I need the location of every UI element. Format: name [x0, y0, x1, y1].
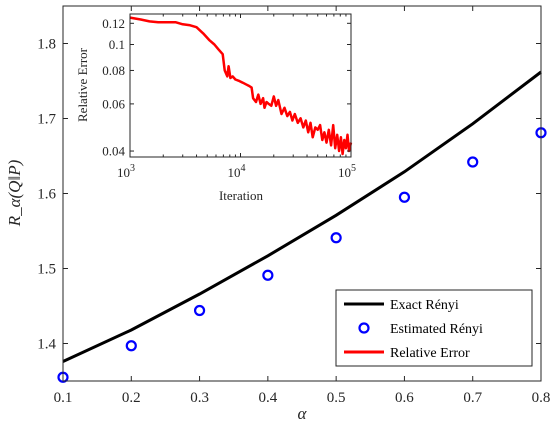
relative-error-line: [129, 16, 353, 156]
inset-y-tick-label: 0.08: [102, 63, 125, 78]
inset-y-tick-label: 0.1: [109, 37, 125, 52]
estimated-renyi-point: [467, 156, 479, 168]
main-plot: 0.1 0.2 0.3 0.4 0.5 0.6 0.7 0.81.41.51.61.71.8 …: [5, 5, 551, 423]
main-y-tick-label: 1.4: [37, 337, 56, 353]
main-x-tick-label: 0.6: [395, 390, 414, 406]
legend-swatch-estimated: [358, 322, 370, 334]
estimated-renyi-point: [262, 269, 274, 281]
main-x-tick-label: 0.1: [54, 390, 73, 406]
main-y-tick-label: 1.6: [37, 187, 56, 203]
main-x-tick-label: 0.5: [327, 390, 346, 406]
estimated-renyi-point: [125, 340, 137, 352]
main-x-axis-label: α: [298, 404, 308, 423]
legend-label-relative-error: Relative Error: [390, 346, 470, 361]
inset-background: [130, 14, 351, 157]
inset-y-tick-label: 0.04: [102, 144, 125, 159]
main-y-axis-label: R_α(Q‖P): [5, 159, 24, 227]
main-x-tick-label: 0.2: [122, 390, 141, 406]
inset-x-axis-label: Iteration: [219, 188, 264, 203]
estimated-renyi-point: [193, 304, 206, 317]
main-x-tick-label: 0.8: [532, 390, 551, 406]
exact-renyi-line: [62, 70, 542, 363]
main-y-tick-label: 1.7: [37, 112, 56, 128]
estimated-renyi-point: [330, 232, 342, 244]
main-x-tick-label: 0.7: [463, 390, 482, 406]
legend: Exact Rényi Estimated Rényi Relative Err…: [335, 289, 533, 367]
inset-y-axis-label: Relative Error: [75, 47, 90, 122]
main-x-tick-label: 0.3: [190, 390, 209, 406]
inset-y-tick-label: 0.12: [102, 16, 125, 31]
main-x-tick-label: 0.4: [258, 390, 277, 406]
legend-label-estimated: Estimated Rényi: [390, 322, 483, 337]
main-y-tick-label: 1.5: [37, 262, 56, 278]
inset-y-tick-label: 0.06: [102, 96, 125, 111]
estimated-renyi-point: [398, 191, 411, 203]
main-y-tick-label: 1.8: [37, 37, 56, 53]
legend-label-exact: Exact Rényi: [390, 298, 459, 313]
